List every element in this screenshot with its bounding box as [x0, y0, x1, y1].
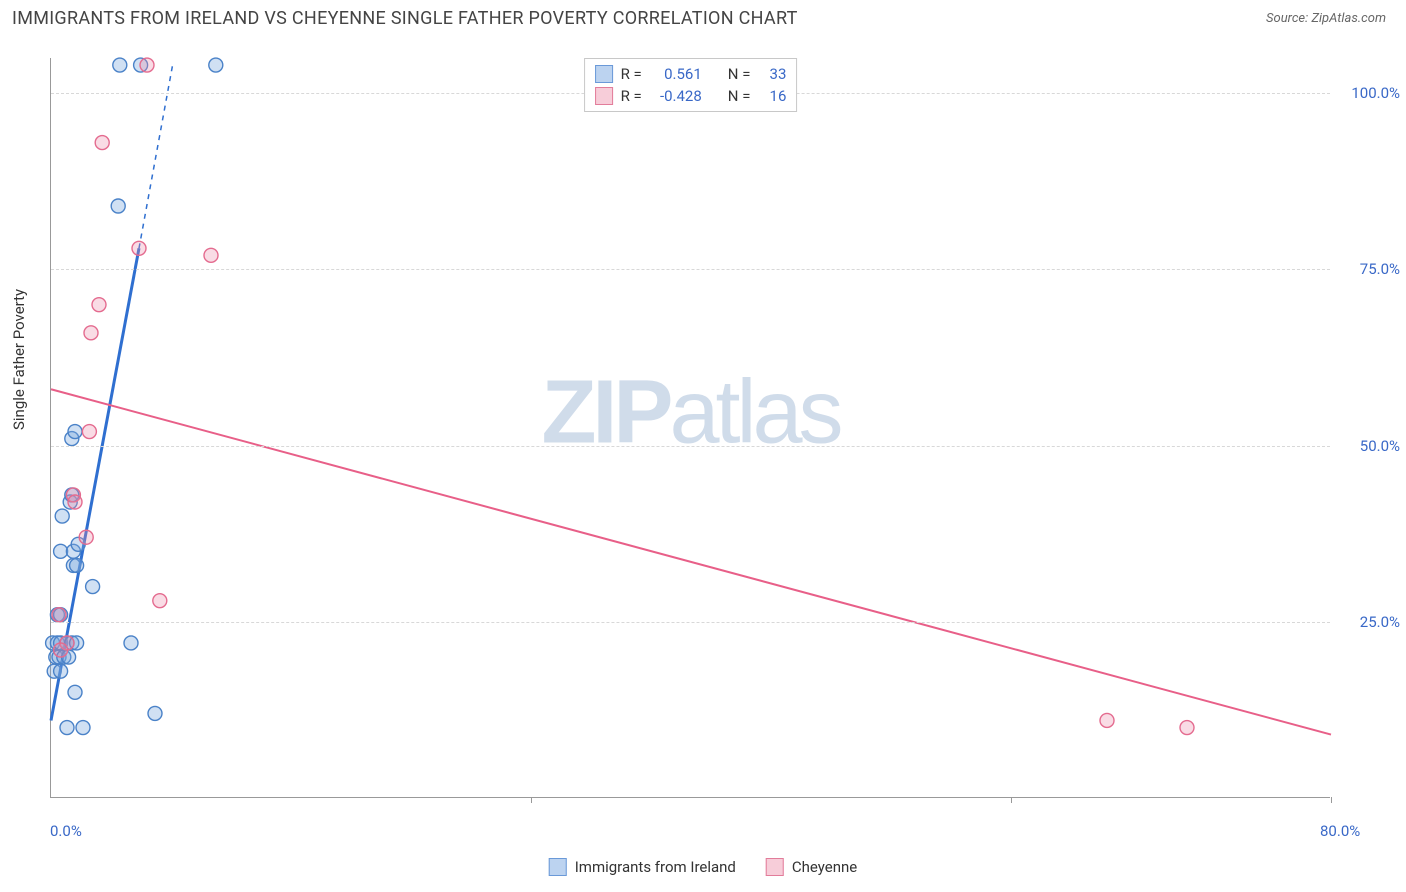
data-point-cheyenne: [132, 241, 146, 255]
scatter-svg: [51, 58, 1330, 797]
source-name: ZipAtlas.com: [1311, 11, 1386, 26]
data-point-ireland: [148, 706, 162, 720]
chart-source: Source: ZipAtlas.com: [1266, 11, 1386, 26]
gridline-horizontal: [51, 622, 1330, 623]
data-point-cheyenne: [1180, 721, 1194, 735]
gridline-horizontal: [51, 269, 1330, 270]
data-point-cheyenne: [82, 425, 96, 439]
legend-r-value-ireland: 0.561: [650, 65, 702, 83]
y-axis-label: Single Father Poverty: [10, 289, 28, 430]
data-point-ireland: [55, 509, 69, 523]
data-point-cheyenne: [92, 298, 106, 312]
legend-swatch-cheyenne: [766, 858, 784, 876]
y-tick-label: 75.0%: [1360, 260, 1400, 278]
series-legend-bottom: Immigrants from Ireland Cheyenne: [549, 858, 858, 876]
x-tick-mark: [1011, 797, 1012, 803]
data-point-ireland: [209, 58, 223, 72]
data-point-ireland: [68, 685, 82, 699]
y-tick-label: 25.0%: [1360, 613, 1400, 631]
legend-row-ireland: R = 0.561 N = 33: [595, 63, 787, 85]
data-point-ireland: [111, 199, 125, 213]
data-point-cheyenne: [95, 136, 109, 150]
legend-item-cheyenne: Cheyenne: [766, 858, 857, 876]
y-tick-label: 100.0%: [1351, 84, 1400, 102]
legend-label-cheyenne: Cheyenne: [792, 858, 857, 876]
data-point-ireland: [54, 544, 68, 558]
legend-n-value-cheyenne: 16: [758, 87, 786, 105]
data-point-cheyenne: [1100, 713, 1114, 727]
data-point-cheyenne: [153, 594, 167, 608]
data-point-ireland: [76, 721, 90, 735]
legend-swatch-ireland: [549, 858, 567, 876]
legend-swatch-cheyenne: [595, 87, 613, 105]
gridline-horizontal: [51, 446, 1330, 447]
data-point-ireland: [60, 721, 74, 735]
data-point-cheyenne: [84, 326, 98, 340]
chart-title: IMMIGRANTS FROM IRELAND VS CHEYENNE SING…: [12, 8, 798, 29]
data-point-cheyenne: [68, 495, 82, 509]
source-prefix: Source:: [1266, 11, 1311, 26]
legend-item-ireland: Immigrants from Ireland: [549, 858, 736, 876]
x-tick-mark: [531, 797, 532, 803]
data-point-cheyenne: [52, 608, 66, 622]
y-tick-label: 50.0%: [1360, 437, 1400, 455]
data-point-ireland: [68, 425, 82, 439]
data-point-ireland: [70, 558, 84, 572]
legend-r-label: R =: [621, 65, 642, 83]
data-point-ireland: [124, 636, 138, 650]
x-tick-mark: [1331, 797, 1332, 803]
data-point-cheyenne: [54, 643, 68, 657]
data-point-cheyenne: [204, 248, 218, 262]
chart-header: IMMIGRANTS FROM IRELAND VS CHEYENNE SING…: [0, 0, 1406, 35]
legend-r-value-cheyenne: -0.428: [650, 87, 702, 105]
legend-n-label: N =: [728, 87, 751, 105]
data-point-ireland: [86, 580, 100, 594]
data-point-ireland: [54, 664, 68, 678]
data-point-cheyenne: [140, 58, 154, 72]
x-tick-label-min: 0.0%: [50, 822, 82, 840]
legend-n-value-ireland: 33: [758, 65, 786, 83]
x-tick-label-max: 80.0%: [1320, 822, 1360, 840]
legend-n-label: N =: [728, 65, 751, 83]
regression-line-cheyenne: [51, 389, 1331, 734]
legend-swatch-ireland: [595, 65, 613, 83]
legend-r-label: R =: [621, 87, 642, 105]
chart-plot-area: ZIPatlas R =0.561N =33R =-0.428N =16 25.…: [50, 58, 1330, 798]
data-point-cheyenne: [79, 530, 93, 544]
correlation-legend: R = 0.561 N = 33 R = -0.428 N = 16: [584, 58, 798, 112]
legend-row-cheyenne: R = -0.428 N = 16: [595, 85, 787, 107]
data-point-ireland: [113, 58, 127, 72]
legend-label-ireland: Immigrants from Ireland: [575, 858, 736, 876]
